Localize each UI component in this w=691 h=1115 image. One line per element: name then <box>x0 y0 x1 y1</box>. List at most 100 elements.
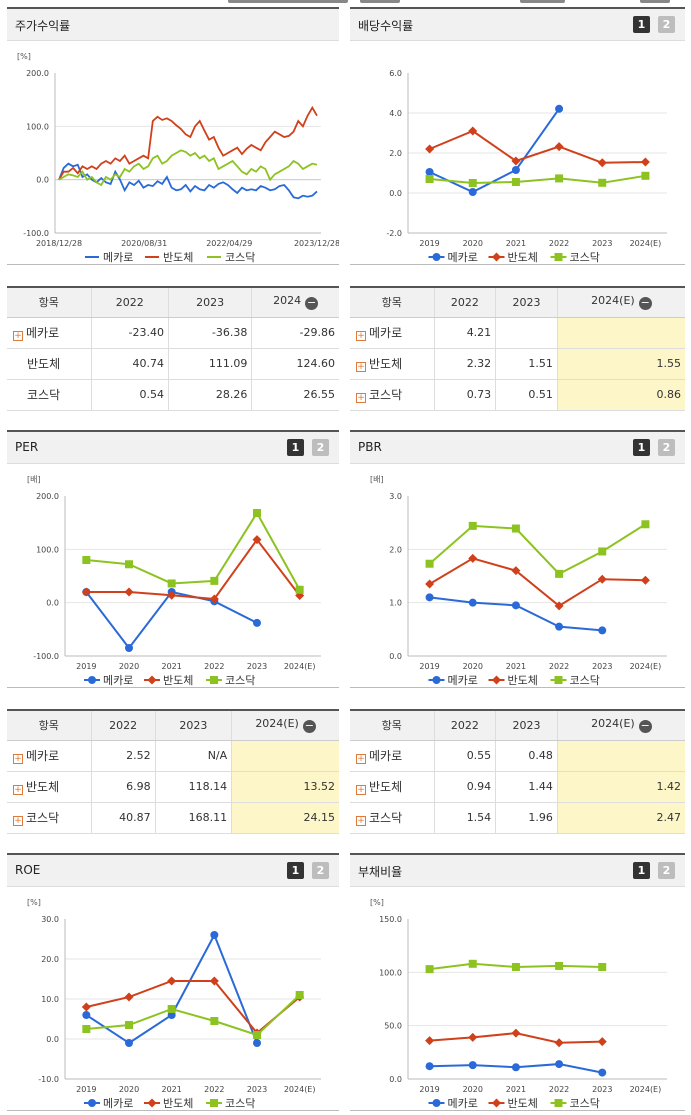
x-tick-label: 2020 <box>119 662 139 671</box>
row-label: 메카로 <box>369 326 403 340</box>
legend-label: 반도체 <box>508 1097 538 1110</box>
y-tick-label: 50.0 <box>384 1022 402 1031</box>
data-point <box>598 963 607 971</box>
view-1-button[interactable]: 1 <box>287 862 304 879</box>
column-header-label: 2022 <box>450 718 479 732</box>
x-tick-label: 2023 <box>592 662 612 671</box>
row-label-cell: + 메카로 <box>350 740 434 772</box>
expand-icon[interactable]: + <box>356 785 366 795</box>
value-cell: 1.42 <box>556 771 685 803</box>
data-point <box>554 142 564 152</box>
data-point <box>641 520 650 529</box>
data-point <box>554 676 563 684</box>
table-row: + 메카로 -23.40 -36.38 -29.86 <box>7 317 339 349</box>
value-cell: 40.87 <box>90 802 156 834</box>
data-point <box>425 579 435 589</box>
expand-icon[interactable]: + <box>13 754 23 764</box>
view-2-button[interactable]: 2 <box>658 16 675 33</box>
column-header-label: 2023 <box>512 295 541 309</box>
legend-label: 코스닥 <box>225 1097 255 1110</box>
expand-icon[interactable]: + <box>356 393 366 403</box>
table-row: + 메카로 0.55 0.48 <box>350 740 685 772</box>
stock-return-table: 항목 2022 2023 2024− + 메카로 -23.40 -36.38 -29.86 반도체… <box>7 286 339 411</box>
column-header: 2022 <box>433 710 496 741</box>
column-header-label: 항목 <box>381 296 402 310</box>
row-label: 반도체 <box>27 357 61 371</box>
row-label-cell: + 반도체 <box>7 771 91 803</box>
panel-title: PER <box>15 440 39 454</box>
view-1-button[interactable]: 1 <box>633 16 650 33</box>
panel-header: ROE 1 2 <box>7 855 339 887</box>
collapse-icon[interactable]: − <box>638 296 652 311</box>
data-point <box>468 521 477 530</box>
table-row: + 코스닥 1.54 1.96 2.47 <box>350 802 685 834</box>
view-2-button[interactable]: 2 <box>312 439 329 456</box>
collapse-icon[interactable]: − <box>638 719 652 734</box>
roe-chart: [%]30.0 20.0 10.0 0.0 -10.0 2019 2020 2021 2022 2… <box>27 898 321 1110</box>
panel-title: 배당수익률 <box>358 19 414 33</box>
expand-icon[interactable]: + <box>356 331 366 341</box>
x-tick-label: 2022 <box>204 1085 224 1094</box>
data-point <box>425 175 434 183</box>
data-point <box>425 559 434 568</box>
expand-icon[interactable]: + <box>356 816 366 826</box>
value-cell: 0.94 <box>433 771 496 803</box>
legend-label: 코스닥 <box>570 674 600 687</box>
data-point <box>432 676 441 684</box>
value-cell: 1.54 <box>433 802 496 834</box>
data-point <box>432 1099 441 1107</box>
value-cell: 0.48 <box>495 740 558 772</box>
data-point <box>82 1011 91 1019</box>
view-2-button[interactable]: 2 <box>658 439 675 456</box>
expand-icon[interactable]: + <box>356 754 366 764</box>
data-point <box>597 574 607 584</box>
legend-label: 메카로 <box>103 674 133 687</box>
x-tick-label: 2024(E) <box>630 239 662 248</box>
expand-icon[interactable]: + <box>13 785 23 795</box>
legend-label: 메카로 <box>448 251 478 264</box>
row-label: 메카로 <box>26 749 60 763</box>
per-table: 항목 2022 2023 2024(E) − + 메카로 2.52 N/A + 반도체 6.98 118… <box>7 709 339 834</box>
data-point <box>125 560 133 569</box>
row-label: 메카로 <box>26 326 60 340</box>
value-cell: -29.86 <box>251 317 339 349</box>
x-tick-label: 2019 <box>419 1085 439 1094</box>
value-cell: 40.74 <box>90 348 169 380</box>
dividend-yield-panel: 배당수익률 1 2 6.0 4.0 2.0 0.0 -2.0 2019 2020 2021 20… <box>350 7 685 265</box>
value-cell <box>556 740 685 772</box>
data-point <box>81 1002 91 1012</box>
series-line <box>86 537 301 600</box>
y-tick-label: 2.0 <box>389 149 402 158</box>
column-header-label: 항목 <box>38 296 59 310</box>
view-2-button[interactable]: 2 <box>312 862 329 879</box>
column-header: 2022 <box>90 287 169 318</box>
collapse-icon[interactable]: − <box>305 296 319 311</box>
column-header: 2022 <box>433 287 496 318</box>
expand-icon[interactable]: + <box>13 816 23 826</box>
view-1-button[interactable]: 1 <box>633 439 650 456</box>
column-header: 2023 <box>154 710 232 741</box>
data-point <box>124 992 134 1002</box>
value-cell: 111.09 <box>168 348 252 380</box>
row-label-cell: + 반도체 <box>350 348 434 380</box>
row-label-cell: + 메카로 <box>7 740 91 772</box>
view-1-button[interactable]: 1 <box>287 439 304 456</box>
x-tick-label: 2021 <box>161 662 181 671</box>
expand-icon[interactable]: + <box>13 331 23 341</box>
collapse-icon[interactable]: − <box>302 719 316 734</box>
table-row: 코스닥 0.54 28.26 26.55 <box>7 379 339 411</box>
expand-icon[interactable]: + <box>356 362 366 372</box>
value-cell: 0.86 <box>556 379 685 411</box>
value-cell: 2.52 <box>90 740 156 772</box>
view-2-button[interactable]: 2 <box>658 862 675 879</box>
data-point <box>468 179 477 187</box>
view-1-button[interactable]: 1 <box>633 862 650 879</box>
y-tick-label: 0.0 <box>46 599 59 608</box>
data-point <box>88 676 96 684</box>
data-point <box>425 1062 434 1071</box>
data-point <box>492 252 501 262</box>
panel-title: ROE <box>15 863 41 877</box>
column-header: 항목 <box>7 710 91 741</box>
legend-label: 코스닥 <box>570 251 600 264</box>
series-line <box>86 511 301 591</box>
